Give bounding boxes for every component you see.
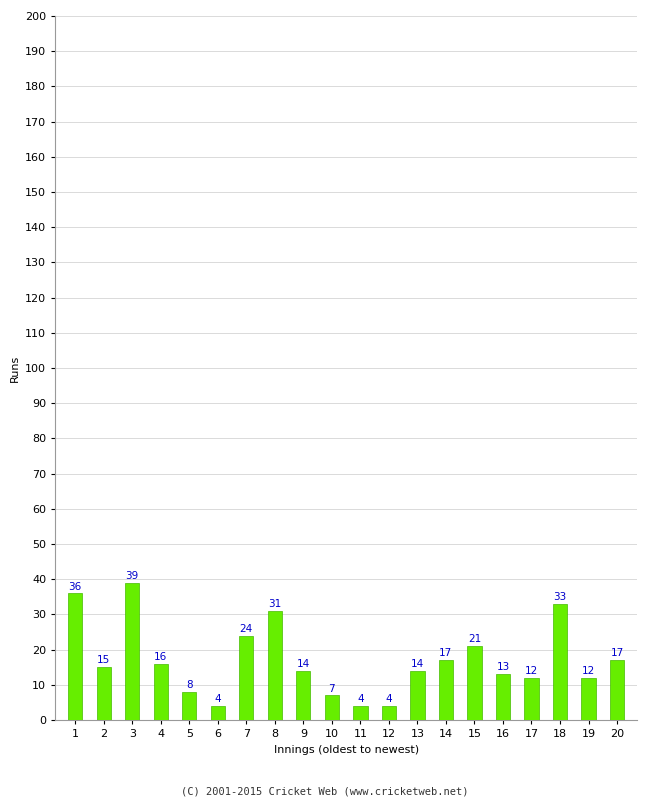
Text: 12: 12 bbox=[582, 666, 595, 676]
Text: 17: 17 bbox=[610, 648, 623, 658]
Text: 12: 12 bbox=[525, 666, 538, 676]
Text: 4: 4 bbox=[385, 694, 392, 704]
Bar bbox=[182, 692, 196, 720]
Bar bbox=[496, 674, 510, 720]
Bar bbox=[296, 670, 311, 720]
Y-axis label: Runs: Runs bbox=[10, 354, 20, 382]
Bar bbox=[97, 667, 111, 720]
Bar bbox=[353, 706, 367, 720]
Bar bbox=[410, 670, 424, 720]
Bar bbox=[382, 706, 396, 720]
Bar bbox=[467, 646, 482, 720]
Text: 8: 8 bbox=[186, 680, 192, 690]
Text: 17: 17 bbox=[439, 648, 452, 658]
X-axis label: Innings (oldest to newest): Innings (oldest to newest) bbox=[274, 745, 419, 754]
Bar bbox=[525, 678, 539, 720]
Text: 33: 33 bbox=[553, 592, 567, 602]
Bar bbox=[153, 664, 168, 720]
Bar bbox=[239, 635, 254, 720]
Text: 16: 16 bbox=[154, 652, 168, 662]
Bar bbox=[211, 706, 225, 720]
Bar bbox=[553, 604, 567, 720]
Bar bbox=[68, 594, 83, 720]
Text: 14: 14 bbox=[411, 659, 424, 669]
Bar bbox=[325, 695, 339, 720]
Text: 39: 39 bbox=[125, 571, 139, 581]
Text: 31: 31 bbox=[268, 599, 281, 609]
Bar bbox=[439, 660, 453, 720]
Text: 7: 7 bbox=[328, 683, 335, 694]
Text: 4: 4 bbox=[214, 694, 221, 704]
Text: 4: 4 bbox=[357, 694, 364, 704]
Bar bbox=[581, 678, 595, 720]
Text: (C) 2001-2015 Cricket Web (www.cricketweb.net): (C) 2001-2015 Cricket Web (www.cricketwe… bbox=[181, 786, 469, 796]
Text: 15: 15 bbox=[97, 655, 110, 666]
Text: 36: 36 bbox=[69, 582, 82, 591]
Text: 14: 14 bbox=[296, 659, 310, 669]
Text: 24: 24 bbox=[240, 624, 253, 634]
Text: 21: 21 bbox=[468, 634, 481, 644]
Text: 13: 13 bbox=[497, 662, 510, 673]
Bar bbox=[268, 611, 282, 720]
Bar bbox=[610, 660, 624, 720]
Bar bbox=[125, 582, 139, 720]
